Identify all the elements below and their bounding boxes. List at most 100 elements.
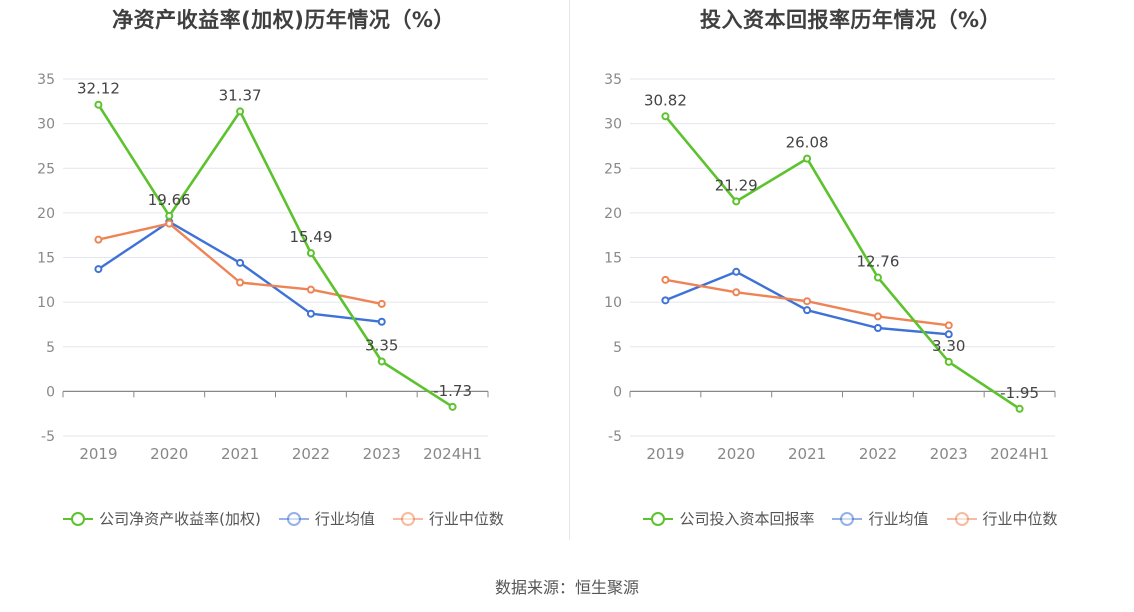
- legend-swatch: [946, 511, 977, 526]
- data-label: 12.76: [856, 252, 899, 270]
- y-tick-label: -5: [41, 429, 55, 445]
- data-point[interactable]: [94, 100, 103, 109]
- data-source-note: 数据来源：恒生聚源: [494, 578, 639, 597]
- y-tick-label: 35: [37, 72, 55, 88]
- legend-marker: [954, 511, 969, 526]
- legend-item[interactable]: 行业中位数: [392, 508, 504, 529]
- data-point[interactable]: [165, 211, 174, 220]
- data-label: -1.95: [1000, 384, 1039, 402]
- data-label: 32.12: [77, 80, 120, 98]
- data-label: 21.29: [715, 176, 758, 194]
- legend-item[interactable]: 行业均值: [278, 508, 375, 529]
- roic-legend: 公司投入资本回报率 行业均值 行业中位数: [567, 508, 1134, 529]
- series-line: [97, 220, 382, 323]
- legend-item[interactable]: 公司净资产收益率(加权): [63, 508, 261, 529]
- legend-item[interactable]: 行业中位数: [946, 508, 1058, 529]
- x-tick-label: 2021: [788, 445, 826, 463]
- data-point[interactable]: [165, 219, 174, 228]
- legend-label: 公司净资产收益率(加权): [99, 510, 261, 528]
- x-tick-label: 2023: [930, 445, 968, 463]
- x-tick-label: 2024H1: [990, 445, 1049, 463]
- x-tick-label: 2020: [717, 445, 755, 463]
- data-point[interactable]: [377, 317, 386, 326]
- data-point[interactable]: [377, 299, 386, 308]
- legend-label: 行业均值: [314, 510, 375, 528]
- legend-swatch: [63, 511, 94, 526]
- data-point[interactable]: [661, 296, 670, 305]
- x-tick-label: 2022: [292, 445, 330, 463]
- data-point[interactable]: [803, 297, 812, 306]
- y-tick-label: 5: [46, 340, 55, 356]
- series-line: [664, 115, 1021, 410]
- y-tick-label: -5: [608, 429, 622, 445]
- data-point[interactable]: [873, 324, 882, 333]
- legend-swatch: [832, 511, 863, 526]
- legend-swatch: [278, 511, 309, 526]
- data-point[interactable]: [236, 278, 245, 287]
- legend-marker: [400, 511, 415, 526]
- legend-marker: [651, 511, 666, 526]
- data-point[interactable]: [94, 265, 103, 274]
- legend-label: 公司投入资本回报率: [679, 510, 815, 528]
- panel-divider: [569, 0, 570, 540]
- legend-item[interactable]: 行业均值: [832, 508, 929, 529]
- legend-label: 行业中位数: [982, 510, 1058, 528]
- data-point[interactable]: [236, 258, 245, 267]
- data-label: 3.35: [365, 336, 398, 354]
- data-label: 30.82: [644, 91, 687, 109]
- legend-swatch: [643, 511, 674, 526]
- data-point[interactable]: [732, 197, 741, 206]
- data-point[interactable]: [661, 112, 670, 121]
- x-tick-label: 2024H1: [423, 445, 482, 463]
- y-tick-label: 30: [37, 117, 55, 133]
- y-tick-label: 25: [37, 161, 55, 177]
- data-point[interactable]: [732, 267, 741, 276]
- data-point[interactable]: [944, 357, 953, 366]
- legend-swatch: [392, 511, 423, 526]
- x-tick-label: 2023: [363, 445, 401, 463]
- y-tick-label: 10: [37, 295, 55, 311]
- data-label: 19.66: [148, 191, 191, 209]
- data-point[interactable]: [803, 306, 812, 315]
- data-point[interactable]: [803, 154, 812, 163]
- legend-item[interactable]: 公司投入资本回报率: [643, 508, 814, 529]
- data-point[interactable]: [732, 288, 741, 297]
- data-point[interactable]: [236, 107, 245, 116]
- data-label: 15.49: [289, 228, 332, 246]
- y-tick-label: 20: [604, 206, 622, 222]
- y-tick-label: 15: [37, 251, 55, 267]
- roe-legend: 公司净资产收益率(加权) 行业均值 行业中位数: [0, 508, 567, 529]
- data-point[interactable]: [377, 357, 386, 366]
- series-line: [97, 104, 454, 408]
- y-tick-label: 0: [613, 384, 622, 400]
- x-tick-label: 2022: [859, 445, 897, 463]
- roe-chart-panel: 净资产收益率(加权)历年情况（%） -5 0 5 10 15 20 25 30 35 2019 20…: [0, 0, 567, 560]
- data-point[interactable]: [1015, 404, 1024, 413]
- legend-marker: [286, 511, 301, 526]
- y-tick-label: 10: [604, 295, 622, 311]
- x-tick-label: 2021: [221, 445, 259, 463]
- data-point[interactable]: [944, 321, 953, 330]
- data-label: 31.37: [219, 86, 262, 104]
- data-point[interactable]: [448, 402, 457, 411]
- data-label: 3.30: [932, 337, 965, 355]
- x-tick-label: 2020: [150, 445, 188, 463]
- roe-plot: -5 0 5 10 15 20 25 30 35 2019 2020 2021 2022 2023 2024…: [37, 72, 489, 463]
- data-point[interactable]: [873, 273, 882, 282]
- data-point[interactable]: [661, 275, 670, 284]
- data-point[interactable]: [94, 235, 103, 244]
- data-point[interactable]: [944, 330, 953, 339]
- data-point[interactable]: [306, 309, 315, 318]
- legend-label: 行业中位数: [428, 510, 504, 528]
- data-point[interactable]: [306, 249, 315, 258]
- legend-marker: [71, 511, 86, 526]
- data-label: -1.73: [433, 382, 472, 400]
- x-tick-label: 2019: [79, 445, 117, 463]
- data-point[interactable]: [306, 285, 315, 294]
- data-point[interactable]: [873, 312, 882, 321]
- y-tick-label: 20: [37, 206, 55, 222]
- y-tick-label: 30: [604, 117, 622, 133]
- y-tick-label: 5: [613, 340, 622, 356]
- legend-label: 行业均值: [868, 510, 929, 528]
- y-tick-label: 35: [604, 72, 622, 88]
